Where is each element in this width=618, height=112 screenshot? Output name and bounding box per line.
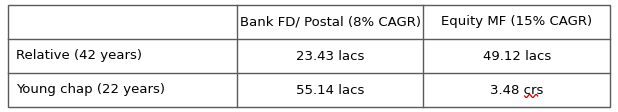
Text: 3.48 crs: 3.48 crs xyxy=(490,84,543,97)
Text: 49.12 lacs: 49.12 lacs xyxy=(483,50,551,62)
Text: Young chap (22 years): Young chap (22 years) xyxy=(16,84,165,97)
Text: 23.43 lacs: 23.43 lacs xyxy=(296,50,364,62)
Text: Bank FD/ Postal (8% CAGR): Bank FD/ Postal (8% CAGR) xyxy=(240,15,421,28)
Text: Relative (42 years): Relative (42 years) xyxy=(16,50,142,62)
Text: 55.14 lacs: 55.14 lacs xyxy=(296,84,364,97)
Text: Equity MF (15% CAGR): Equity MF (15% CAGR) xyxy=(441,15,592,28)
